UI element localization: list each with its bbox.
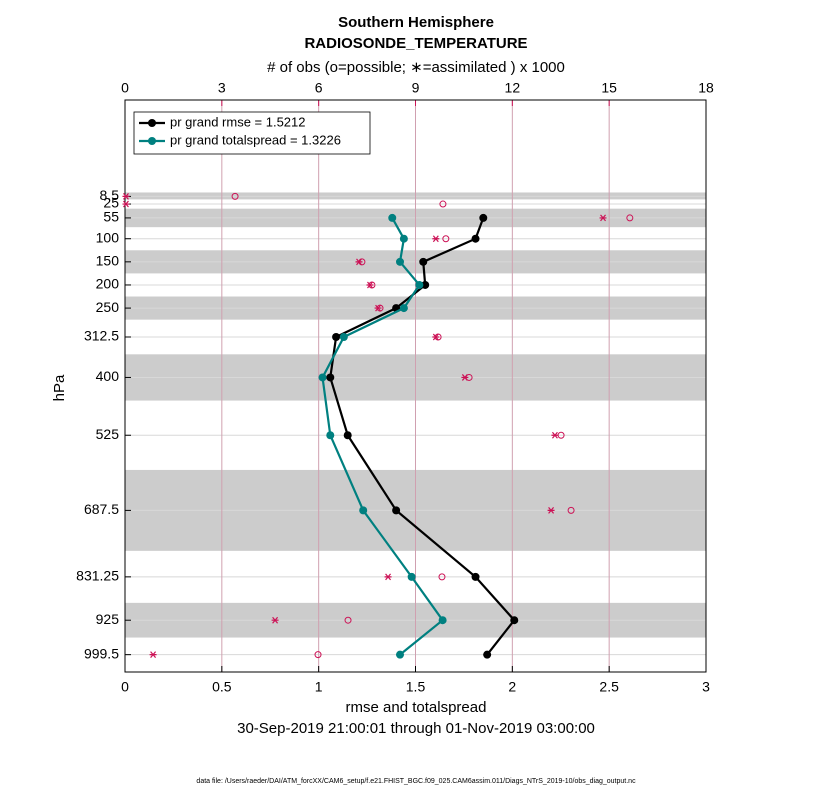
obs-assimilated (374, 304, 382, 312)
series-marker (392, 506, 401, 515)
series-marker (332, 332, 341, 341)
obs-possible (626, 214, 634, 222)
obs-assimilated (149, 651, 157, 659)
date-range: 30-Sep-2019 21:00:01 through 01-Nov-2019… (237, 720, 595, 737)
series-marker (479, 213, 488, 222)
legend-box (133, 111, 371, 155)
series-marker (438, 616, 447, 625)
x2-tick-label: 12 (505, 80, 521, 96)
obs-possible (439, 200, 447, 208)
legend-label: pr grand rmse = 1.5212 (170, 114, 306, 129)
x2-tick-label: 9 (412, 80, 420, 96)
x-tick-label: 1.5 (406, 679, 426, 695)
obs-assimilated (271, 616, 279, 624)
series-marker (318, 373, 327, 382)
y-tick-label: 55 (103, 209, 119, 225)
series-marker (407, 572, 416, 581)
x-tick-label: 2 (508, 679, 516, 695)
obs-assimilated (355, 258, 363, 266)
plot-frame (124, 99, 707, 673)
series-marker (483, 650, 492, 659)
series-marker (471, 572, 480, 581)
series-marker (419, 257, 428, 266)
y-tick-label: 100 (96, 229, 120, 245)
obs-possible (344, 616, 352, 624)
series-marker (471, 234, 480, 243)
x-axis-label: rmse and totalspread (346, 699, 487, 716)
x2-tick-label: 3 (218, 80, 226, 96)
x-tick-label: 2.5 (599, 679, 619, 695)
legend-marker (148, 137, 156, 145)
x2-tick-label: 18 (698, 80, 714, 96)
obs-assimilated (547, 507, 555, 514)
y-tick-label: 312.5 (84, 328, 119, 344)
footnote: data file: /Users/raeder/DAI/ATM_forcXX/… (196, 778, 636, 785)
chart-title: Southern Hemisphere (338, 14, 494, 31)
obs-assimilated (551, 431, 559, 439)
x2-tick-label: 6 (315, 80, 323, 96)
y-tick-label: 200 (96, 276, 120, 292)
legend-marker (148, 119, 156, 127)
x2-tick-label: 0 (121, 80, 129, 96)
series-marker (388, 213, 397, 222)
series-marker (326, 373, 335, 382)
series-marker (396, 650, 405, 659)
series-marker (343, 431, 352, 440)
series-marker (396, 257, 405, 266)
y-axis-label: hPa (51, 374, 68, 401)
y-tick-label: 999.5 (84, 645, 119, 661)
obs-possible (442, 235, 450, 243)
y-tick-label: 525 (96, 426, 120, 442)
obs-possible (567, 506, 575, 514)
legend-label: pr grand totalspread = 1.3226 (170, 132, 341, 147)
y-tick-label: 150 (96, 253, 120, 269)
y-tick-label: 25 (103, 195, 119, 211)
series-marker (421, 280, 430, 289)
obs-assimilated (432, 235, 440, 243)
y-tick-label: 400 (96, 368, 120, 384)
obs-assimilated (461, 374, 469, 381)
series-marker (399, 234, 408, 243)
chart-subtitle: RADIOSONDE_TEMPERATURE (304, 35, 527, 52)
series-marker (415, 280, 424, 289)
obs-assimilated (432, 333, 440, 341)
x-tick-label: 3 (702, 679, 710, 695)
y-tick-label: 250 (96, 299, 120, 315)
series-marker (326, 431, 335, 440)
x-tick-label: 0 (121, 679, 129, 695)
obs-assimilated (122, 200, 130, 208)
y-tick-label: 831.25 (76, 568, 119, 584)
obs-assimilated (384, 573, 392, 581)
series-marker (359, 506, 368, 515)
x2-axis-label: # of obs (o=possible; ∗=assimilated ) x … (267, 59, 565, 76)
obs-possible (314, 651, 322, 659)
x-tick-label: 1 (315, 679, 323, 695)
y-tick-label: 925 (96, 611, 120, 627)
obs-assimilated (599, 214, 607, 222)
series-marker (510, 616, 519, 625)
series-marker (399, 304, 408, 313)
y-tick-label: 8.5 (100, 187, 120, 203)
obs-assimilated (122, 193, 130, 200)
obs-assimilated (366, 281, 374, 289)
series-marker (339, 332, 348, 341)
x2-tick-label: 15 (601, 80, 617, 96)
obs-possible (438, 573, 446, 581)
y-tick-label: 687.5 (84, 501, 119, 517)
x-tick-label: 0.5 (212, 679, 232, 695)
obs-possible (231, 192, 239, 200)
